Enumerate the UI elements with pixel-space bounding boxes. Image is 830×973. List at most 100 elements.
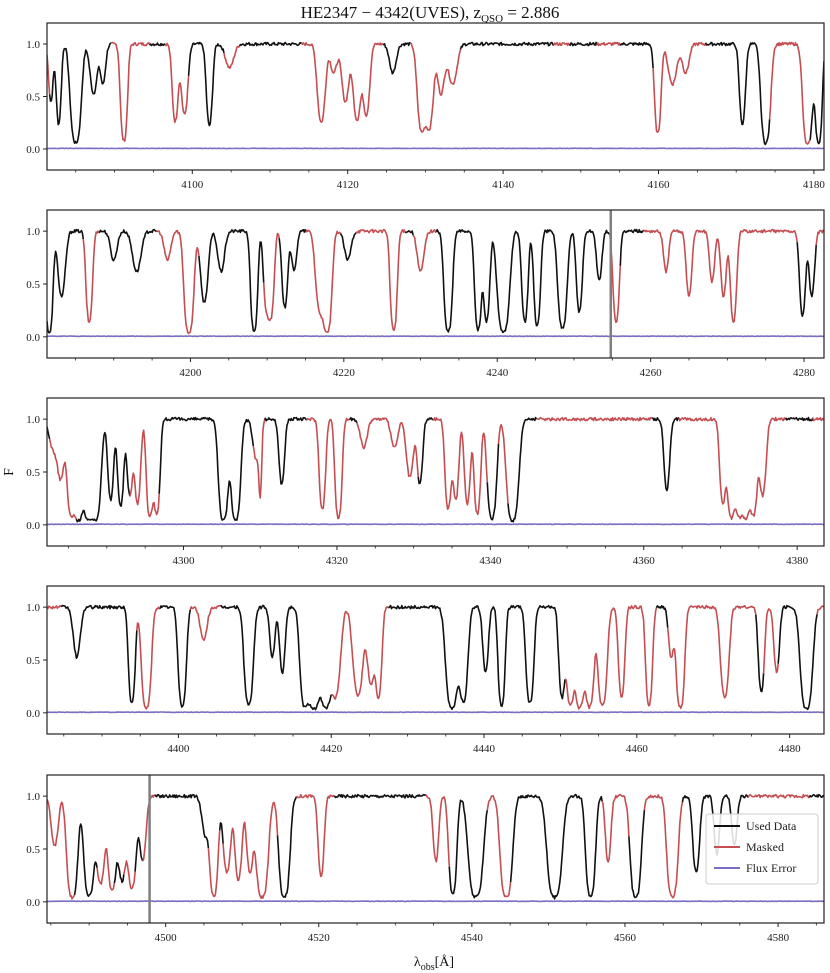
y-tick-label: 1.0: [26, 414, 40, 426]
y-axis-label: F: [2, 468, 17, 476]
masked-segment: [486, 795, 512, 898]
x-tick-label: 4360: [633, 555, 656, 567]
y-tick-label: 0.5: [26, 467, 40, 479]
masked-segment: [643, 228, 798, 323]
masked-segment: [296, 793, 335, 878]
used-segment: [134, 836, 144, 872]
used-segment: [187, 41, 225, 127]
used-segment: [98, 228, 158, 273]
x-tick-label: 4140: [492, 179, 515, 191]
legend-label: Masked: [746, 840, 784, 854]
used-segment: [60, 604, 138, 704]
used-segment: [796, 242, 817, 317]
used-segment: [220, 604, 333, 711]
y-tick-label: 0.0: [26, 520, 40, 532]
masked-segment: [305, 229, 342, 333]
panel-5: 4500 4520 4540 4560 4580 0.0 0.5 1.0: [26, 774, 825, 944]
masked-segment: [189, 605, 221, 641]
x-tick-label: 4400: [167, 743, 190, 755]
legend-box: [705, 813, 819, 885]
x-tick-label: 4440: [473, 743, 496, 755]
panel-3: 4300 4320 4340 4360 4380 0.0 0.5 1.0: [26, 397, 825, 567]
y-tick-label: 0.0: [26, 708, 40, 720]
x-tick-label: 4520: [308, 932, 331, 944]
x-tick-label: 4460: [626, 743, 649, 755]
used-segment: [159, 605, 192, 708]
y-tick-label: 0.5: [26, 655, 40, 667]
used-segment: [154, 793, 210, 849]
x-tick-label: 4200: [179, 367, 202, 379]
masked-segment: [762, 608, 779, 674]
masked-segment: [129, 429, 160, 518]
used-segment: [628, 810, 646, 899]
y-tick-label: 0.0: [26, 332, 40, 344]
masked-segment: [252, 419, 266, 499]
masked-segment: [156, 229, 200, 335]
used-segment: [47, 228, 85, 334]
used-segment: [509, 793, 603, 900]
used-segment: [569, 41, 598, 47]
masked-segment: [425, 794, 451, 867]
used-segment: [755, 614, 765, 693]
used-segment: [339, 232, 357, 261]
x-tick-label: 4560: [614, 932, 637, 944]
y-tick-label: 1.0: [26, 39, 40, 51]
masked-segment: [601, 793, 630, 863]
used-segment: [388, 604, 566, 711]
masked-segment: [136, 606, 161, 710]
x-axis-label: λobs[Å]: [414, 954, 454, 973]
used-segment: [704, 41, 771, 146]
masked-segment: [812, 416, 824, 422]
masked-segment: [747, 793, 810, 799]
x-tick-label: 4300: [173, 555, 196, 567]
masked-segment: [355, 228, 407, 331]
masked-segment: [497, 424, 509, 504]
x-tick-label: 4580: [767, 932, 790, 944]
y-tick-label: 0.5: [26, 844, 40, 856]
used-segment: [382, 41, 411, 75]
masked-segment: [553, 41, 571, 47]
masked-segment: [207, 830, 221, 898]
used-segment: [435, 228, 610, 334]
used-segment: [459, 41, 555, 50]
x-tick-label: 4280: [793, 367, 816, 379]
y-tick-label: 1.0: [26, 791, 40, 803]
y-tick-label: 0.5: [26, 92, 40, 104]
x-tick-label: 4260: [640, 367, 663, 379]
masked-segment: [47, 605, 62, 610]
y-tick-label: 1.0: [26, 602, 40, 614]
used-segment: [238, 41, 303, 47]
used-segment: [333, 793, 427, 799]
masked-segment: [222, 801, 279, 899]
masked-segment: [48, 438, 78, 520]
masked-segment: [815, 229, 824, 246]
used-segment: [263, 416, 308, 485]
x-tick-label: 4340: [479, 555, 502, 567]
masked-segment: [82, 230, 100, 323]
used-segment: [218, 822, 224, 844]
x-tick-label: 4480: [779, 743, 802, 755]
masked-segment: [410, 42, 462, 133]
masked-segment: [536, 416, 653, 422]
x-tick-label: 4320: [326, 555, 349, 567]
masked-segment: [666, 604, 757, 710]
used-segment: [198, 228, 265, 332]
masked-segment: [164, 42, 190, 124]
used-segment: [808, 793, 824, 798]
x-tick-label: 4500: [155, 932, 178, 944]
masked-segment: [768, 41, 811, 145]
masked-segment: [331, 606, 390, 700]
used-segment: [448, 799, 489, 899]
x-tick-label: 4240: [486, 367, 509, 379]
panel-2: 4200 4220 4240 4260 4280 0.0 0.5 1.0: [26, 209, 825, 379]
used-segment: [278, 228, 307, 309]
used-segment: [276, 796, 298, 898]
used-segment: [348, 416, 358, 423]
masked-segment: [96, 847, 116, 891]
legend-label: Used Data: [746, 819, 797, 833]
y-tick-label: 0.0: [26, 144, 40, 156]
used-segment: [73, 823, 98, 897]
x-tick-label: 4180: [803, 179, 826, 191]
masked-segment: [596, 41, 622, 47]
